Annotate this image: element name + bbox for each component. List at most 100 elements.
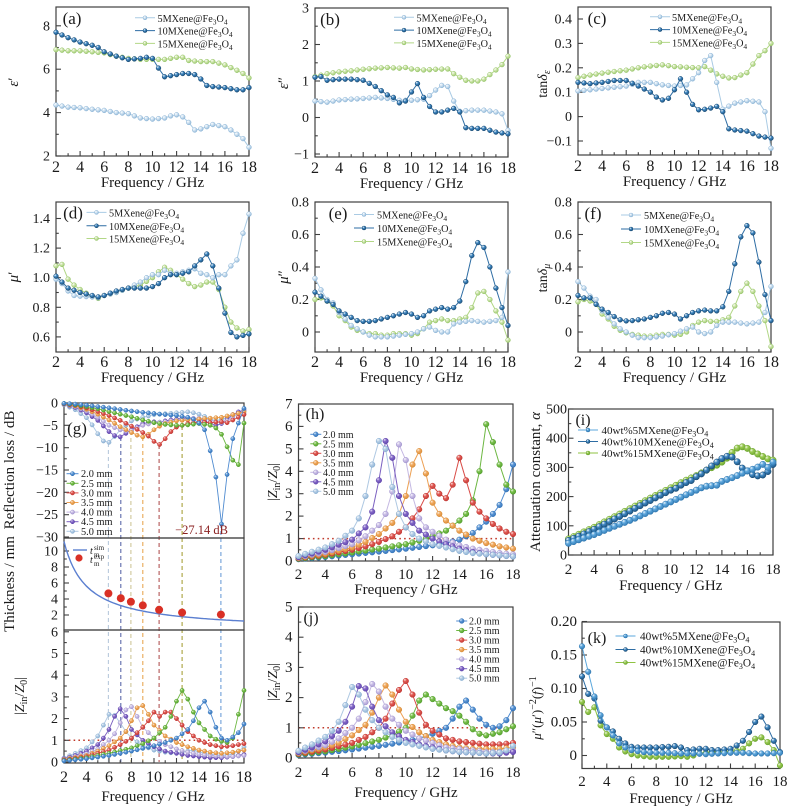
svg-text:0.05: 0.05 (551, 715, 577, 731)
svg-text:4.0 mm: 4.0 mm (81, 508, 112, 519)
svg-text:6: 6 (348, 765, 356, 781)
svg-text:m: m (94, 551, 100, 559)
svg-text:0.4: 0.4 (292, 261, 310, 276)
svg-text:4.5 mm: 4.5 mm (323, 477, 354, 488)
svg-text:m: m (94, 560, 100, 568)
svg-text:0.2: 0.2 (555, 61, 573, 76)
svg-text:8: 8 (383, 160, 391, 177)
svg-text:8: 8 (375, 567, 383, 583)
svg-text:6: 6 (348, 567, 356, 583)
svg-text:6: 6 (622, 354, 630, 371)
svg-text:5MXene@Fe3O4: 5MXene@Fe3O4 (158, 14, 228, 27)
svg-text:0: 0 (565, 326, 572, 341)
svg-text:(b): (b) (320, 10, 340, 29)
svg-text:15MXene@Fe3O4: 15MXene@Fe3O4 (158, 39, 233, 52)
svg-text:5MXene@Fe3O4: 5MXene@Fe3O4 (109, 208, 179, 221)
svg-text:3.5 mm: 3.5 mm (323, 458, 354, 469)
svg-text:0.6: 0.6 (33, 330, 51, 345)
svg-text:12: 12 (169, 769, 185, 786)
svg-text:4: 4 (590, 562, 598, 578)
svg-text:3.5 mm: 3.5 mm (81, 498, 112, 509)
svg-text:40wt%5MXene@Fe3O4: 40wt%5MXene@Fe3O4 (640, 631, 749, 645)
svg-text:14: 14 (191, 769, 207, 786)
svg-text:tanδμ: tanδμ (536, 264, 553, 293)
svg-text:(j): (j) (303, 610, 318, 627)
svg-text:8: 8 (652, 774, 660, 790)
svg-text:15MXene@Fe3O4: 15MXene@Fe3O4 (109, 235, 184, 248)
svg-text:Attenuation constant, α: Attenuation constant, α (528, 411, 544, 552)
svg-text:5MXene@Fe3O4: 5MXene@Fe3O4 (377, 211, 447, 224)
svg-text:−1: −1 (294, 148, 309, 163)
svg-text:400: 400 (546, 432, 567, 447)
svg-text:10MXene@Fe3O4: 10MXene@Fe3O4 (158, 27, 233, 40)
svg-text:t: t (90, 546, 93, 557)
svg-text:4: 4 (51, 669, 58, 684)
svg-text:7: 7 (285, 397, 293, 413)
svg-text:0.8: 0.8 (555, 196, 573, 211)
svg-text:0.3: 0.3 (555, 37, 573, 52)
svg-text:2: 2 (565, 562, 573, 578)
svg-text:8: 8 (43, 19, 50, 34)
svg-text:3.0 mm: 3.0 mm (81, 488, 112, 499)
svg-text:8: 8 (646, 354, 654, 371)
svg-text:12: 12 (691, 354, 707, 371)
svg-text:18: 18 (241, 354, 257, 371)
svg-text:(a): (a) (63, 9, 82, 28)
svg-text:ε″: ε″ (276, 77, 292, 89)
svg-text:10MXene@Fe3O4: 10MXene@Fe3O4 (672, 26, 747, 39)
svg-text:2: 2 (52, 354, 60, 371)
svg-text:0.8: 0.8 (33, 301, 51, 316)
svg-text:2: 2 (295, 765, 303, 781)
svg-text:2.5 mm: 2.5 mm (469, 626, 500, 637)
svg-text:2.0 mm: 2.0 mm (323, 430, 354, 441)
svg-text:μ″: μ″ (276, 270, 292, 285)
svg-text:0: 0 (570, 748, 578, 764)
svg-text:−30: −30 (36, 531, 58, 546)
svg-text:18: 18 (763, 354, 779, 371)
svg-text:16: 16 (217, 354, 233, 371)
svg-text:−27.14 dB: −27.14 dB (175, 523, 228, 537)
svg-text:16: 16 (739, 354, 755, 371)
svg-text:12: 12 (428, 354, 444, 371)
svg-text:14: 14 (193, 354, 209, 371)
svg-text:1.0: 1.0 (33, 271, 51, 286)
svg-text:2: 2 (578, 774, 586, 790)
svg-text:0.1: 0.1 (555, 86, 573, 101)
svg-text:t: t (90, 555, 93, 566)
svg-text:2: 2 (51, 609, 58, 624)
svg-text:10: 10 (398, 567, 413, 583)
svg-text:12: 12 (169, 159, 185, 176)
svg-text:4.5 mm: 4.5 mm (81, 517, 112, 528)
svg-text:10: 10 (146, 769, 162, 786)
svg-text:4: 4 (335, 160, 343, 177)
svg-text:−25: −25 (36, 508, 58, 523)
svg-text:6: 6 (285, 419, 293, 435)
svg-text:2.5 mm: 2.5 mm (323, 439, 354, 450)
svg-text:Reflection loss / dB: Reflection loss / dB (2, 411, 18, 530)
svg-text:8: 8 (375, 765, 383, 781)
svg-text:6: 6 (616, 562, 624, 578)
svg-text:(e): (e) (329, 204, 348, 223)
svg-text:8: 8 (124, 159, 132, 176)
svg-text:−5: −5 (43, 419, 58, 434)
svg-text:16: 16 (479, 765, 495, 781)
svg-text:Frequency / GHz: Frequency / GHz (619, 578, 723, 594)
svg-text:Frequency / GHz: Frequency / GHz (360, 370, 464, 386)
svg-text:Frequency / GHz: Frequency / GHz (623, 370, 727, 386)
svg-text:10: 10 (145, 159, 161, 176)
svg-text:−0.1: −0.1 (547, 135, 572, 150)
svg-text:500: 500 (546, 403, 567, 418)
svg-text:300: 300 (546, 461, 567, 476)
svg-text:8: 8 (383, 354, 391, 371)
svg-text:15MXene@Fe3O4: 15MXene@Fe3O4 (417, 39, 492, 52)
svg-text:14: 14 (193, 159, 209, 176)
svg-text:15MXene@Fe3O4: 15MXene@Fe3O4 (672, 38, 747, 51)
svg-text:14: 14 (715, 158, 731, 175)
svg-text:0.4: 0.4 (555, 13, 573, 28)
svg-text:μ″(μ′)−2(f)−1: μ″(μ′)−2(f)−1 (528, 676, 544, 741)
svg-text:4: 4 (598, 158, 606, 175)
svg-text:Frequency / GHz: Frequency / GHz (101, 789, 205, 805)
svg-text:4.5 mm: 4.5 mm (469, 664, 500, 675)
svg-text:2: 2 (51, 712, 58, 727)
svg-text:8: 8 (51, 561, 58, 576)
